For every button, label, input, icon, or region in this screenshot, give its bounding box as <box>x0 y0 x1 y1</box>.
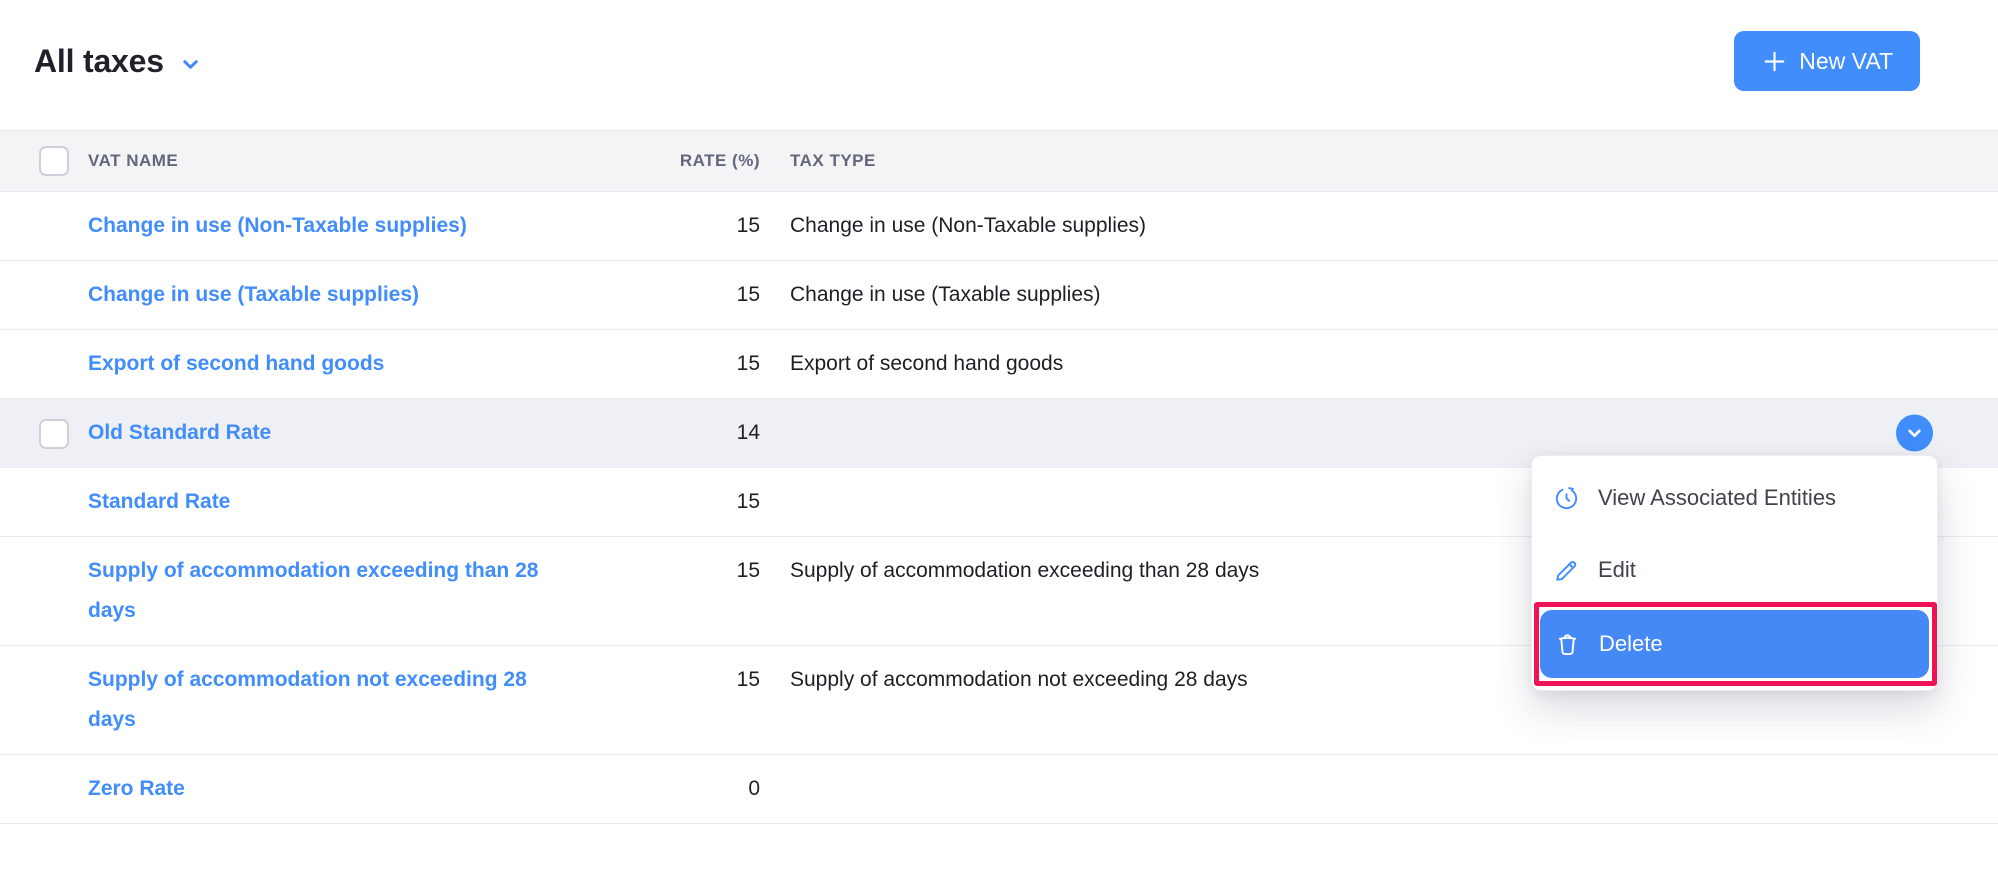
vat-tax-type: Supply of accommodation exceeding than 2… <box>790 559 1260 582</box>
table-row[interactable]: Supply of accommodation exceeding than 2… <box>0 537 1998 646</box>
table-row[interactable]: Standard Rate 15 <box>0 468 1998 537</box>
row-actions-cell <box>1260 413 1998 453</box>
vat-name-link[interactable]: Change in use (Non-Taxable supplies) <box>88 214 467 237</box>
column-header-vat-name[interactable]: VAT NAME <box>88 151 179 170</box>
table-row[interactable]: Supply of accommodation not exceeding 28… <box>0 646 1998 755</box>
history-clock-icon <box>1553 485 1580 512</box>
menu-item-label: Delete <box>1599 631 1663 656</box>
vat-rate-value: 0 <box>748 777 760 800</box>
vat-tax-type: Change in use (Non-Taxable supplies) <box>790 214 1147 237</box>
row-checkbox[interactable] <box>39 419 69 449</box>
row-checkbox-cell <box>0 482 88 518</box>
new-vat-button-label: New VAT <box>1799 47 1893 74</box>
vat-rate-value: 15 <box>736 668 760 691</box>
table-row[interactable]: Zero Rate 0 <box>0 755 1998 824</box>
row-actions-cell <box>1260 344 1998 384</box>
column-header-actions-spacer <box>1260 131 1998 191</box>
vat-tax-type: Supply of accommodation not exceeding 28… <box>790 668 1248 691</box>
row-actions-menu: View Associated Entities Edit <box>1531 455 1938 691</box>
table-header: VAT NAME RATE (%) TAX TYPE <box>0 130 1998 192</box>
vat-rate-value: 15 <box>736 490 760 513</box>
vat-name-link[interactable]: Standard Rate <box>88 490 231 513</box>
trash-icon <box>1554 631 1581 658</box>
select-all-checkbox[interactable] <box>39 146 69 176</box>
vat-rate-value: 15 <box>736 214 760 237</box>
vat-name-link[interactable]: Supply of accommodation exceeding than 2… <box>88 559 539 622</box>
row-actions-cell <box>1260 275 1998 315</box>
table-row[interactable]: Export of second hand goods 15 Export of… <box>0 330 1998 399</box>
column-header-rate[interactable]: RATE (%) <box>679 151 760 170</box>
menu-item-label: Edit <box>1598 557 1636 582</box>
vat-tax-type: Change in use (Taxable supplies) <box>790 283 1101 306</box>
row-actions-cell <box>1260 769 1998 809</box>
row-checkbox-cell <box>0 769 88 805</box>
vat-name-link[interactable]: Old Standard Rate <box>88 421 272 444</box>
menu-item-delete[interactable]: Delete <box>1540 610 1929 678</box>
menu-item-label: View Associated Entities <box>1598 485 1837 510</box>
row-checkbox-cell <box>0 551 88 587</box>
vat-name-link[interactable]: Zero Rate <box>88 777 185 800</box>
vat-name-link[interactable]: Supply of accommodation not exceeding 28… <box>88 668 527 731</box>
column-header-tax-type[interactable]: TAX TYPE <box>790 151 876 170</box>
vat-tax-type: Export of second hand goods <box>790 352 1064 375</box>
delete-annotation-wrap: Delete <box>1534 602 1937 686</box>
plus-icon <box>1761 48 1788 75</box>
vat-rate-value: 14 <box>736 421 760 444</box>
vat-name-link[interactable]: Export of second hand goods <box>88 352 385 375</box>
row-actions-chevron-button[interactable] <box>1896 414 1933 452</box>
topbar: All taxes New VAT <box>0 0 1998 130</box>
vat-name-link[interactable]: Change in use (Taxable supplies) <box>88 283 420 306</box>
table-body: Change in use (Non-Taxable supplies) 15 … <box>0 192 1998 824</box>
page-title: All taxes <box>34 42 164 79</box>
menu-item-edit[interactable]: Edit <box>1532 534 1937 606</box>
table-row[interactable]: Change in use (Non-Taxable supplies) 15 … <box>0 192 1998 261</box>
vat-rate-value: 15 <box>736 559 760 582</box>
vat-rate-value: 15 <box>736 283 760 306</box>
pencil-icon <box>1553 557 1580 584</box>
row-checkbox-cell <box>0 660 88 696</box>
row-checkbox-cell <box>0 206 88 242</box>
row-checkbox-cell <box>0 275 88 311</box>
new-vat-button[interactable]: New VAT <box>1734 31 1920 91</box>
row-actions-cell <box>1260 206 1998 246</box>
row-checkbox-cell <box>0 344 88 380</box>
menu-item-view-associated-entities[interactable]: View Associated Entities <box>1532 462 1937 534</box>
row-checkbox-cell <box>0 413 88 449</box>
vat-rate-value: 15 <box>736 352 760 375</box>
page-title-dropdown[interactable]: All taxes <box>34 43 201 80</box>
title-chevron-down-icon <box>180 54 201 75</box>
chevron-down-icon <box>1903 422 1926 445</box>
table-row[interactable]: Change in use (Taxable supplies) 15 Chan… <box>0 261 1998 330</box>
select-all-cell <box>0 146 88 176</box>
